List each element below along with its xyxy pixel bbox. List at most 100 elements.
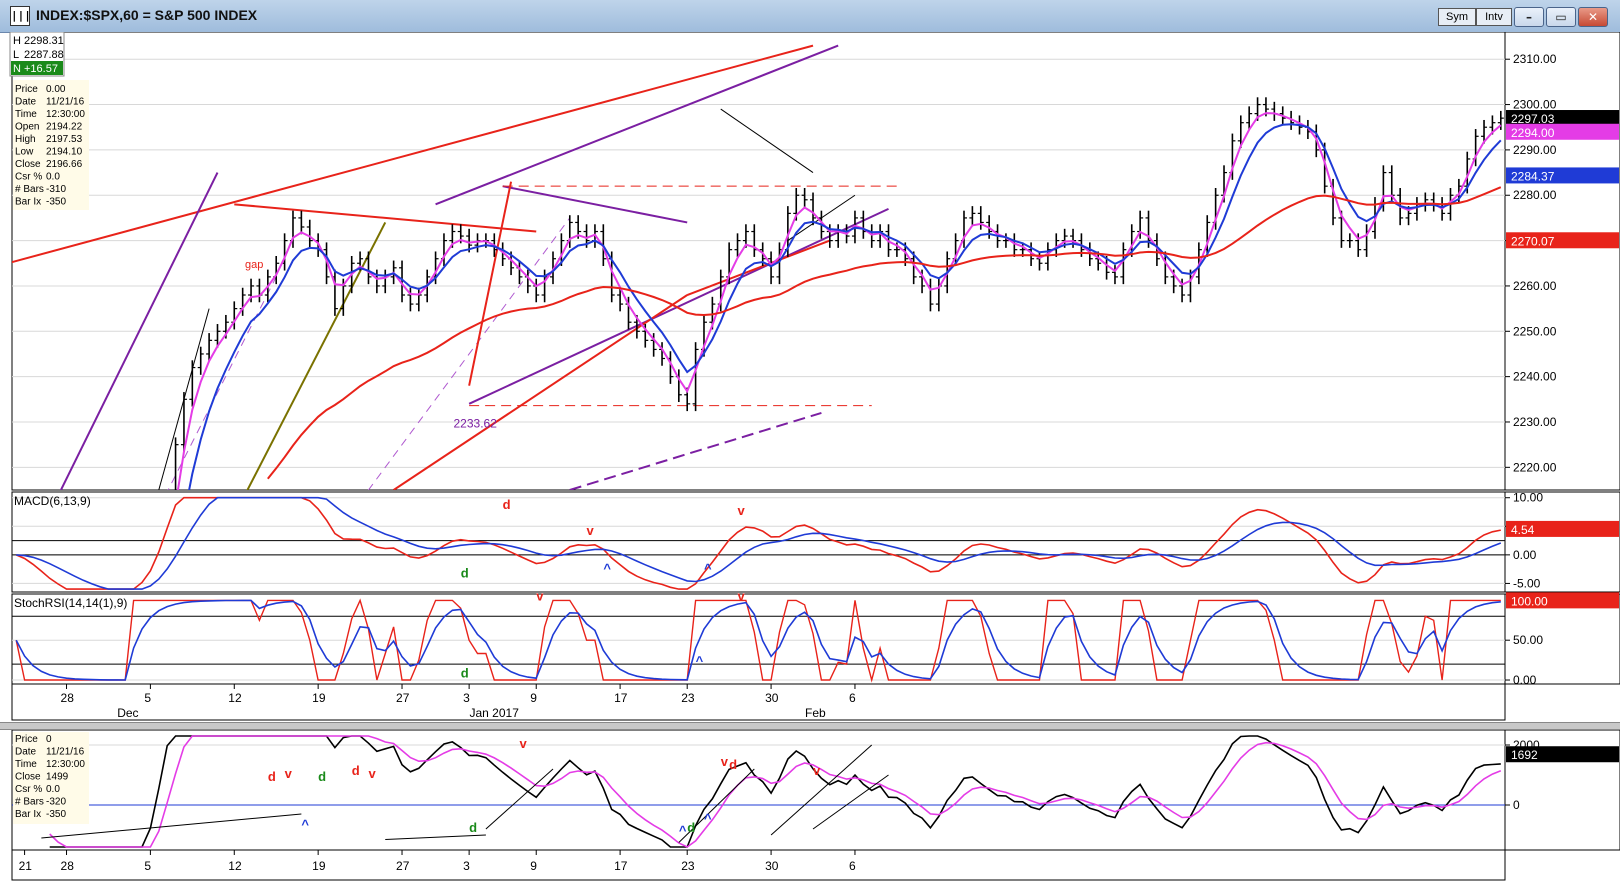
intv-button[interactable]: Intv	[1476, 8, 1512, 26]
macd-annotation: v	[738, 503, 746, 518]
lower-trendline-4	[678, 768, 755, 843]
lower-annotation: d	[318, 769, 326, 784]
macd-signal-blue	[16, 496, 1502, 590]
macd-annotation: d	[503, 497, 511, 512]
macd-annotation: d	[461, 566, 469, 581]
y-axis-frame	[1504, 32, 1620, 491]
price-label: 2270.07	[1511, 234, 1555, 248]
purple-dashed-lower	[569, 411, 822, 490]
databox2-key: Close	[15, 772, 41, 783]
databox2-key: Date	[15, 747, 37, 758]
plot-frame	[11, 593, 1506, 685]
hln-value: 2298.31	[24, 35, 64, 47]
databox-key: Bar Ix	[15, 197, 41, 208]
databox-key: High	[15, 134, 36, 145]
lower-x-axis: 21 28 5 12 19 27 3 9 17 23 30 6	[11, 849, 1506, 881]
price-label: 4.54	[1511, 523, 1535, 537]
minimize-icon[interactable]: –	[1514, 7, 1544, 27]
stochrsi-panel[interactable]: 50.00 0.00 100.00 StochRSI(14,14(1),9) v v d ^	[11, 588, 1620, 687]
lower-annotation: v	[285, 766, 293, 781]
lower-x-tick-label: 21	[19, 859, 33, 873]
x-tick-label: 17	[614, 691, 628, 705]
x-tick-label: 23	[681, 691, 695, 705]
stoch-annotation: v	[738, 588, 746, 603]
lower-trendline-5	[770, 744, 873, 836]
plot-frame	[11, 730, 1506, 851]
price-label: 2284.37	[1511, 169, 1555, 183]
lower-x-tick-label: 9	[530, 859, 537, 873]
hln-row-bg	[11, 47, 63, 61]
databox2-key: Time	[15, 759, 37, 770]
x-tick-label: 6	[849, 691, 856, 705]
main-chart-area[interactable]: 2310.002300.002290.002280.002270.002260.…	[0, 32, 1620, 722]
databox-key: Open	[15, 122, 39, 133]
price-label: 1692	[1511, 748, 1538, 762]
data-box: Price 0.00 Date 11/21/16 Time 12:30:00 Open 219…	[13, 80, 89, 210]
databox-value: -350	[46, 197, 66, 208]
hln-key: L	[13, 49, 19, 61]
lower-annotation: v	[721, 754, 729, 769]
app-icon[interactable]: |||	[10, 6, 31, 26]
lower-trendline-3	[485, 768, 554, 830]
lower-annotation: d	[687, 820, 695, 835]
x-month-label: Dec	[117, 706, 138, 720]
sym-button[interactable]: Sym	[1438, 8, 1476, 26]
y-tick-label: 2260.00	[1513, 279, 1557, 293]
lower-x-tick-label: 30	[765, 859, 779, 873]
lower-trendline	[41, 813, 302, 839]
red-steep-line	[468, 181, 513, 386]
price-label-bg	[1506, 167, 1619, 184]
y-axis-frame	[1504, 593, 1620, 685]
databox2-key: Csr %	[15, 784, 42, 795]
databox2-value: -320	[46, 797, 66, 808]
price-label-bg	[1506, 110, 1619, 127]
close-icon[interactable]: ✕	[1578, 7, 1608, 27]
price-label-bg	[1506, 592, 1619, 609]
window-separator[interactable]	[0, 722, 1620, 730]
price-label-bg	[1506, 520, 1619, 537]
databox-value: 2196.66	[46, 159, 83, 170]
databox-value: 2197.53	[46, 134, 83, 145]
lower-osc-magenta	[49, 735, 1502, 848]
y-tick-label: 2280.00	[1513, 188, 1557, 202]
lower-x-tick-label: 28	[61, 859, 75, 873]
databox2-value: 11/21/16	[46, 747, 85, 758]
hln-row-bg	[11, 33, 63, 47]
price-annotation: gap	[245, 259, 263, 271]
lower-x-tick-label: 19	[312, 859, 326, 873]
y-tick-label: 0	[1513, 798, 1520, 812]
macd-title: MACD(6,13,9)	[14, 494, 91, 508]
restore-icon[interactable]: ▭	[1546, 7, 1576, 27]
x-tick-label: 3	[463, 691, 470, 705]
x-tick-label: 5	[144, 691, 151, 705]
stoch-annotation: v	[536, 588, 544, 603]
hln-value: +16.57	[24, 63, 58, 75]
x-month-label: Feb	[805, 706, 826, 720]
databox-key: Price	[15, 84, 38, 95]
lower-annotation: d	[469, 820, 477, 835]
x-axis-frame	[11, 683, 1506, 721]
price-label-bg	[1506, 232, 1619, 249]
databox-bg	[13, 80, 89, 210]
databox-value: 2194.22	[46, 122, 83, 133]
window-titlebar: ||| INDEX:$SPX,60 = S&P 500 INDEX Sym In…	[0, 0, 1620, 33]
databox-value: 2194.10	[46, 147, 83, 158]
lower-annotation: v	[368, 766, 376, 781]
databox2-value: 0	[46, 734, 52, 745]
databox2-bg	[13, 732, 89, 824]
databox-value: 12:30:00	[46, 109, 85, 120]
y-tick-label: 2290.00	[1513, 143, 1557, 157]
hln-key: N	[13, 63, 21, 75]
plot-frame	[11, 491, 1506, 593]
ma-long-red	[267, 186, 1502, 480]
stoch-annotation: ^	[696, 654, 704, 669]
purple-triangle-top	[502, 185, 688, 224]
y-tick-label: 0.00	[1513, 673, 1537, 687]
lower-x-tick-label: 5	[144, 859, 151, 873]
databox2-key: Price	[15, 734, 38, 745]
price-panel[interactable]: 2310.002300.002290.002280.002270.002260.…	[8, 32, 1620, 722]
y-tick-label: 2310.00	[1513, 52, 1557, 66]
